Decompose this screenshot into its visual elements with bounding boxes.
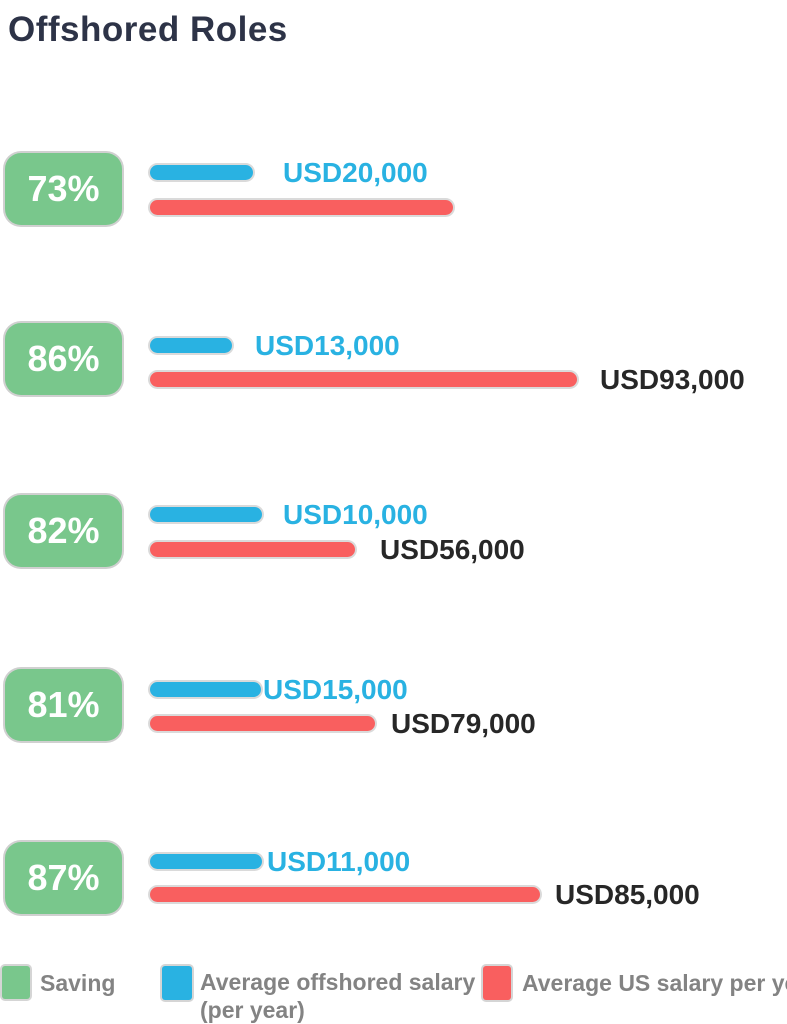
legend-label-offshore-line2: (per year) [200, 997, 305, 1023]
legend-label-offshore-line1: Average offshored salary [200, 969, 476, 995]
offshore-salary-bar [150, 338, 232, 353]
legend-swatch-offshore [162, 966, 192, 1000]
saving-badge: 87% [5, 842, 122, 914]
us-salary-label: USD79,000 [391, 708, 536, 739]
offshore-salary-bar [150, 854, 262, 869]
offshore-salary-bar [150, 682, 261, 697]
saving-badge: 86% [5, 323, 122, 395]
us-salary-bar [150, 542, 355, 557]
saving-badge: 82% [5, 495, 122, 567]
us-salary-bar [150, 372, 577, 387]
legend-label-saving: Saving [40, 970, 116, 996]
legend-swatch-us [483, 966, 511, 1000]
saving-badge: 73% [5, 153, 122, 225]
us-salary-bar [150, 716, 375, 731]
offshore-salary-label: USD10,000 [283, 499, 428, 530]
saving-badge: 81% [5, 669, 122, 741]
offshore-salary-label: USD13,000 [255, 330, 400, 361]
offshore-salary-label: USD15,000 [263, 674, 408, 705]
offshore-salary-label: USD11,000 [267, 846, 411, 877]
us-salary-label: USD56,000 [380, 534, 525, 565]
offshore-salary-label: USD20,000 [283, 157, 428, 188]
offshore-salary-bar [150, 507, 262, 522]
legend-label-us: Average US salary per year [522, 970, 787, 996]
offshore-salary-bar [150, 165, 253, 180]
us-salary-bar [150, 887, 540, 902]
legend-swatch-saving [2, 966, 30, 999]
us-salary-bar [150, 200, 453, 215]
us-salary-label: USD93,000 [600, 364, 745, 395]
chart-title: Offshored Roles [8, 10, 288, 49]
us-salary-label: USD85,000 [555, 879, 700, 910]
